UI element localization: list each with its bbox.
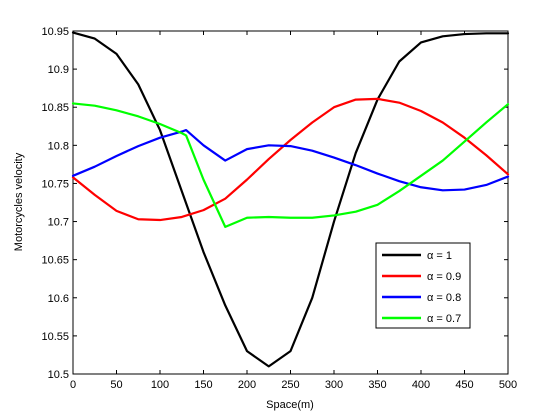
- x-axis-ticks: 0 50 100 150 200 250 300 350 400 450 500: [70, 31, 517, 391]
- y-tick-label: 10.7: [48, 217, 69, 229]
- y-axis-ticks: 10.5 10.55 10.6 10.65 10.7 10.75 10.8 10.85 10.9…: [41, 26, 508, 381]
- x-tick-label: 350: [368, 379, 386, 391]
- y-tick-label: 10.9: [48, 64, 69, 76]
- x-tick-label: 0: [70, 379, 76, 391]
- x-tick-label: 500: [499, 379, 517, 391]
- x-tick-label: 450: [455, 379, 473, 391]
- x-tick-label: 100: [151, 379, 169, 391]
- series-line-4: [71, 102, 510, 228]
- y-tick-label: 10.95: [41, 26, 69, 38]
- series-line-2: [71, 97, 510, 222]
- x-tick-label: 150: [194, 379, 212, 391]
- x-tick-label: 400: [412, 379, 430, 391]
- x-tick-label: 50: [110, 379, 122, 391]
- y-tick-label: 10.75: [41, 178, 69, 190]
- y-tick-label: 10.6: [48, 293, 69, 305]
- y-tick-label: 10.85: [41, 102, 69, 114]
- series-line-1: [71, 31, 510, 368]
- legend-label-1: α = 1: [427, 250, 452, 262]
- x-tick-label: 200: [238, 379, 256, 391]
- y-axis-label: Motorcycles velocity: [13, 152, 25, 251]
- legend-label-3: α = 0.8: [427, 292, 461, 304]
- legend-label-2: α = 0.9: [427, 271, 461, 283]
- y-tick-label: 10.55: [41, 331, 69, 343]
- series-line-3: [71, 128, 510, 192]
- x-axis-label: Space(m): [266, 399, 314, 411]
- series-layer: [71, 31, 510, 368]
- x-tick-label: 300: [325, 379, 343, 391]
- y-tick-label: 10.8: [48, 140, 69, 152]
- y-tick-label: 10.5: [48, 369, 69, 381]
- legend: α = 1 α = 0.9 α = 0.8 α = 0.7: [375, 242, 471, 329]
- legend-label-4: α = 0.7: [427, 313, 461, 325]
- x-tick-label: 250: [281, 379, 299, 391]
- y-tick-label: 10.65: [41, 255, 69, 267]
- legend-box: [375, 242, 471, 329]
